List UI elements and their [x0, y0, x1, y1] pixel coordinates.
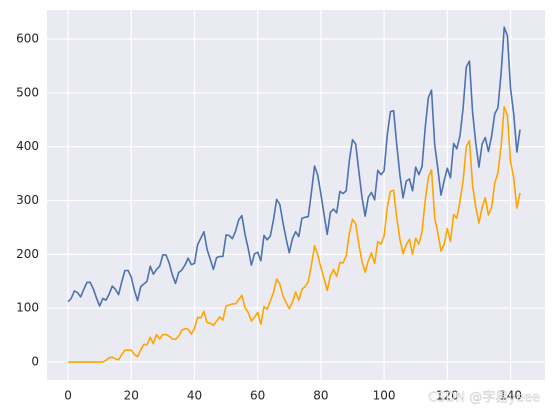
- y-tick-label: 400: [16, 139, 39, 153]
- y-tick-label: 500: [16, 85, 39, 99]
- series-line: [67, 26, 521, 307]
- y-tick-label: 300: [16, 193, 39, 207]
- grid: [47, 10, 545, 380]
- plot-background: [47, 10, 545, 380]
- y-tick-label: 100: [16, 301, 39, 315]
- x-tick-label: 60: [250, 389, 265, 403]
- lines: [67, 26, 521, 363]
- tick-labels: 0 100 200 300 400 500 600 0 20 40 60 80 100 120 140: [16, 32, 522, 403]
- x-tick-label: 20: [124, 389, 139, 403]
- x-tick-label: 100: [373, 389, 396, 403]
- x-tick-label: 140: [499, 389, 522, 403]
- x-tick-label: 0: [64, 389, 72, 403]
- series-line: [68, 106, 521, 363]
- watermark: CSDN @字易yeee: [428, 391, 540, 406]
- x-tick-label: 120: [436, 389, 459, 403]
- x-tick-label: 80: [313, 389, 328, 403]
- y-tick-label: 200: [16, 247, 39, 261]
- x-tick-label: 40: [187, 389, 202, 403]
- y-tick-label: 600: [16, 32, 39, 46]
- y-tick-label: 0: [31, 355, 39, 369]
